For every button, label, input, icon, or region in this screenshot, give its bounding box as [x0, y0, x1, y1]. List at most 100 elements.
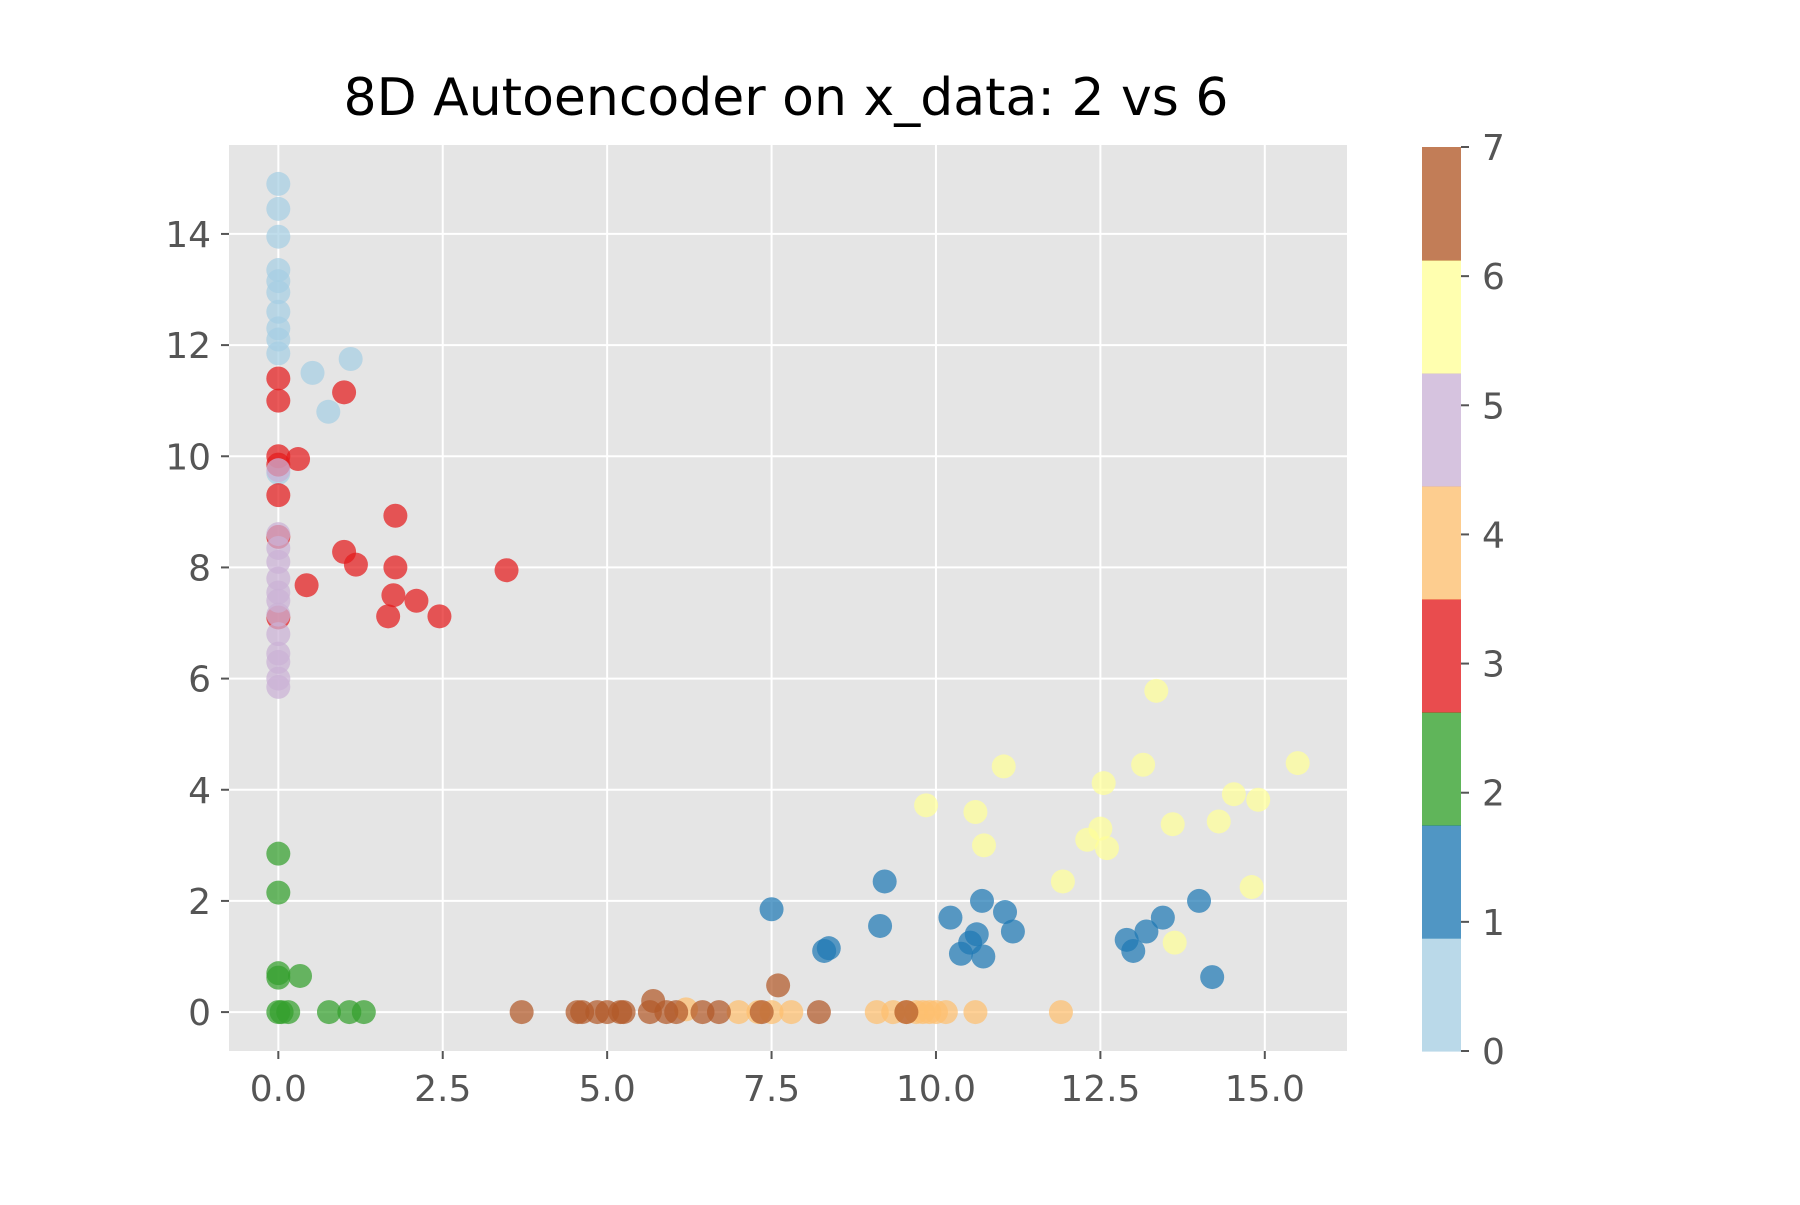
- data-point: [933, 1000, 958, 1025]
- data-point: [383, 503, 408, 528]
- y-tick-label: 0: [188, 993, 211, 1034]
- data-point: [404, 588, 429, 613]
- colorbar-segment: [1422, 373, 1461, 487]
- data-point: [427, 604, 452, 629]
- data-point: [1134, 919, 1159, 944]
- data-point: [316, 1000, 341, 1025]
- data-point: [266, 622, 291, 647]
- data-point: [864, 1000, 889, 1025]
- colorbar-tick-label: 6: [1482, 257, 1505, 298]
- data-point: [749, 1000, 774, 1025]
- data-point: [759, 897, 784, 922]
- data-point: [726, 1000, 751, 1025]
- data-point: [894, 1000, 919, 1025]
- chart-title: 8D Autoencoder on x_data: 2 vs 6: [344, 68, 1229, 128]
- data-point: [1131, 752, 1156, 777]
- data-point: [970, 888, 995, 913]
- colorbar-segment: [1422, 938, 1461, 1052]
- data-point: [266, 388, 291, 413]
- data-point: [1144, 678, 1169, 703]
- data-point: [872, 869, 897, 894]
- data-point: [266, 280, 291, 305]
- data-point: [1246, 787, 1271, 812]
- x-tick-label: 12.5: [1060, 1069, 1140, 1110]
- data-point: [316, 399, 341, 424]
- colorbar-segment: [1422, 147, 1461, 261]
- data-point: [266, 196, 291, 221]
- data-point: [300, 360, 325, 385]
- data-point: [963, 799, 988, 824]
- data-point: [1094, 836, 1119, 861]
- colorbar-segment: [1422, 260, 1461, 374]
- colorbar-tick-label: 1: [1482, 903, 1505, 944]
- data-point: [294, 573, 319, 598]
- data-point: [1160, 812, 1185, 837]
- data-point: [383, 555, 408, 580]
- data-points: [266, 171, 1310, 1025]
- data-point: [1048, 1000, 1073, 1025]
- data-point: [1187, 888, 1212, 913]
- x-tick-label: 2.5: [414, 1069, 471, 1110]
- data-point: [914, 793, 939, 818]
- data-point: [1150, 905, 1175, 930]
- y-tick-label: 6: [188, 660, 211, 701]
- data-point: [266, 602, 291, 627]
- colorbar-segment: [1422, 486, 1461, 600]
- data-point: [1221, 782, 1246, 807]
- data-point: [1285, 751, 1310, 776]
- data-point: [351, 1000, 376, 1025]
- data-point: [1050, 869, 1075, 894]
- data-point: [1091, 771, 1116, 796]
- data-point: [376, 604, 401, 629]
- data-point: [664, 1000, 689, 1025]
- x-tick-label: 0.0: [250, 1069, 307, 1110]
- data-point: [266, 483, 291, 508]
- data-point: [1239, 875, 1264, 900]
- colorbar-tick-label: 3: [1482, 645, 1505, 686]
- data-point: [286, 447, 311, 472]
- x-tick-label: 15.0: [1225, 1069, 1305, 1110]
- data-point: [266, 965, 291, 990]
- data-point: [343, 552, 368, 577]
- data-point: [509, 1000, 534, 1025]
- data-point: [868, 913, 893, 938]
- colorbar-tick-label: 2: [1482, 774, 1505, 815]
- data-point: [266, 674, 291, 699]
- data-point: [971, 833, 996, 858]
- data-point: [816, 936, 841, 961]
- data-point: [288, 963, 313, 988]
- data-point: [266, 458, 291, 483]
- data-point: [266, 880, 291, 905]
- data-point: [1121, 938, 1146, 963]
- data-point: [971, 944, 996, 969]
- data-point: [381, 583, 406, 608]
- colorbar-segment: [1422, 599, 1461, 713]
- data-point: [1162, 930, 1187, 955]
- data-point: [806, 1000, 831, 1025]
- colorbar-segment: [1422, 712, 1461, 826]
- data-point: [1000, 919, 1025, 944]
- x-tick-label: 5.0: [579, 1069, 636, 1110]
- y-tick-label: 8: [188, 548, 211, 589]
- colorbar: 0 1 2 3 4 5 6 7: [1422, 128, 1505, 1073]
- x-tick-label: 10.0: [896, 1069, 976, 1110]
- y-tick-label: 14: [165, 215, 211, 256]
- data-point: [338, 346, 363, 371]
- x-tick-label: 7.5: [743, 1069, 800, 1110]
- data-point: [991, 754, 1016, 779]
- data-point: [611, 1000, 636, 1025]
- y-tick-label: 10: [165, 437, 211, 478]
- grid-lines: [229, 145, 1347, 1051]
- data-point: [266, 366, 291, 391]
- data-point: [494, 558, 519, 583]
- data-point: [266, 841, 291, 866]
- data-point: [964, 922, 989, 947]
- y-tick-label: 4: [188, 771, 211, 812]
- colorbar-tick-label: 7: [1482, 128, 1505, 169]
- data-point: [779, 1000, 804, 1025]
- y-axis: 0 2 4 6 8 10 12 14: [165, 215, 229, 1034]
- data-point: [1088, 816, 1113, 841]
- data-point: [266, 171, 291, 196]
